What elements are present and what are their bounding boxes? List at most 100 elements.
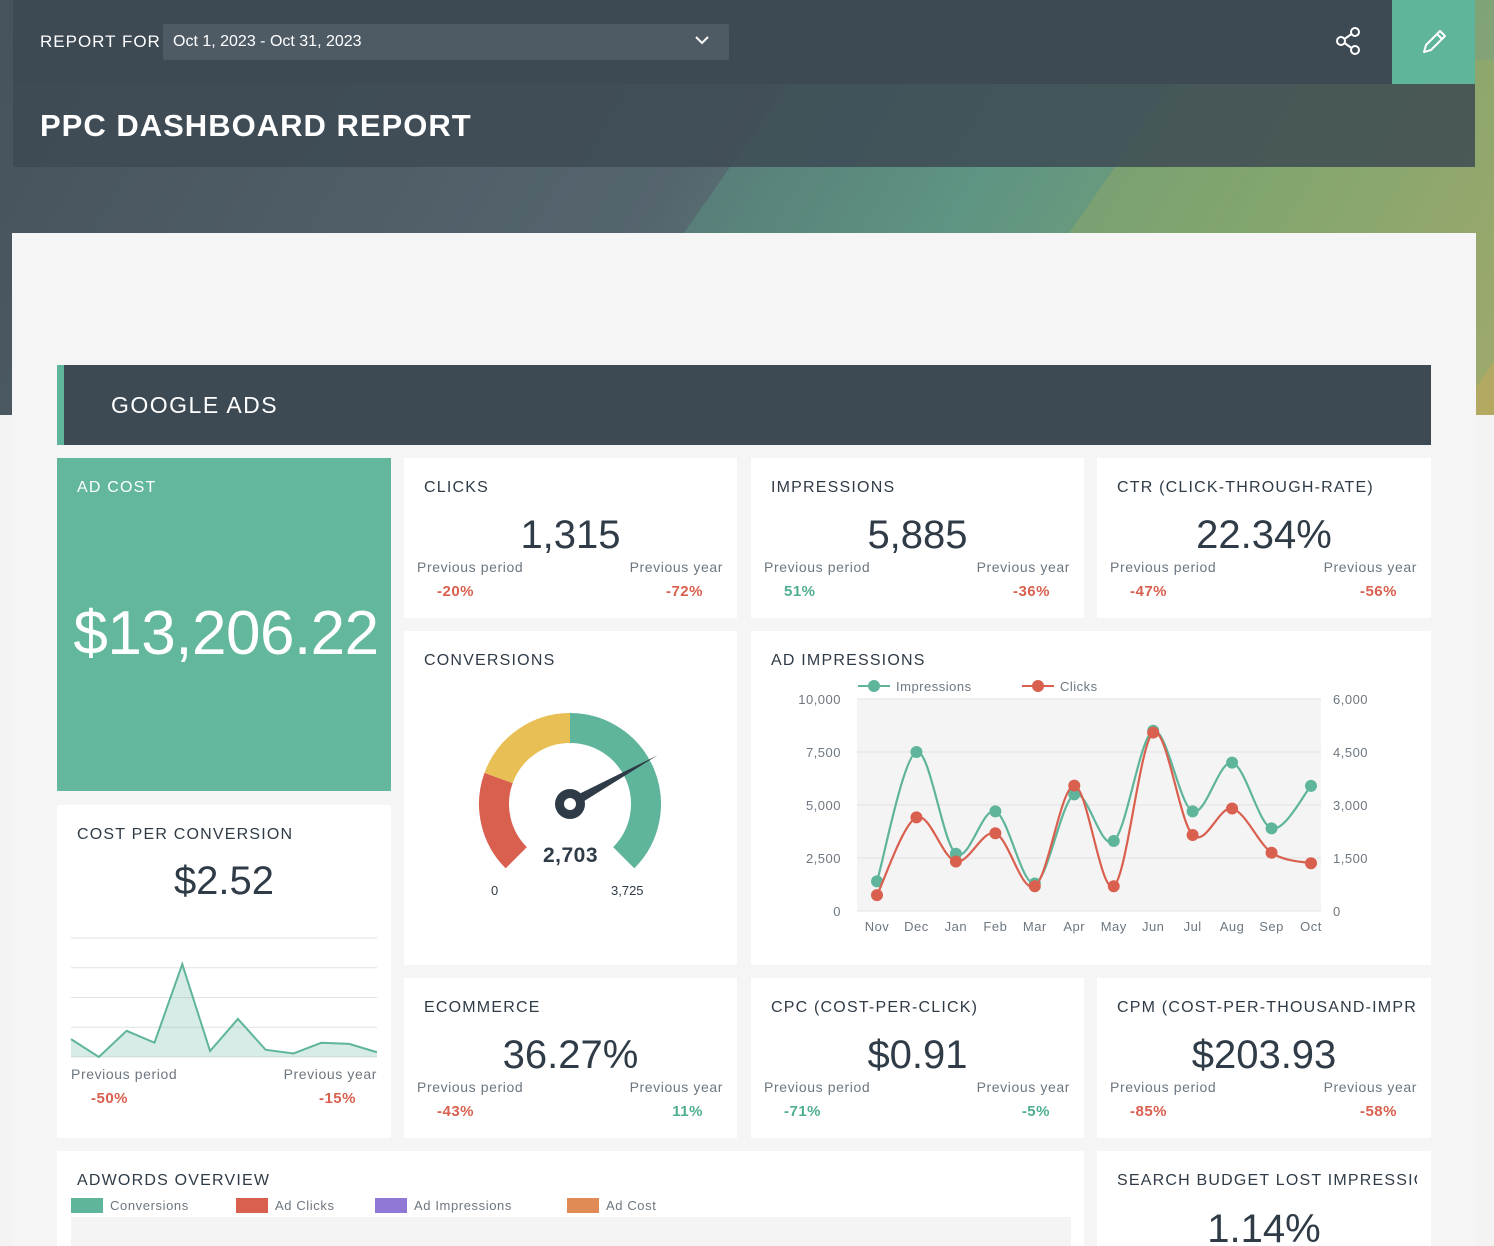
legend-swatch	[375, 1198, 407, 1213]
search-budget-value: 1.14%	[1207, 1207, 1321, 1246]
x-tick-label: Jan	[945, 919, 967, 934]
cpc-value: $0.91	[867, 1033, 968, 1077]
prev-year-value: -15%	[318, 1090, 356, 1107]
y-right-tick-label: 0	[1333, 904, 1341, 919]
data-point[interactable]	[1305, 857, 1317, 870]
cpc-card: CPC (COST-PER-CLICK) $0.91 Previous peri…	[751, 978, 1084, 1138]
cost-per-conversion-card: COST PER CONVERSION $2.52 Previous perio…	[57, 805, 391, 1138]
x-tick-label: Sep	[1259, 919, 1284, 934]
data-point[interactable]	[1028, 880, 1041, 893]
data-point[interactable]	[989, 805, 1002, 818]
share-icon[interactable]	[1333, 26, 1363, 56]
data-point[interactable]	[1147, 726, 1160, 739]
ad-impressions-card: AD IMPRESSIONS 0 2,500 5,000 7,500 10,000 0 1,…	[751, 631, 1431, 965]
clicks-value: 1,315	[520, 513, 621, 557]
gauge-segment-mid	[484, 713, 571, 784]
y-left-tick-label: 0	[833, 904, 841, 919]
y-left-tick-label: 10,000	[798, 692, 841, 707]
ctr-value: 22.34%	[1196, 513, 1332, 557]
section-title: GOOGLE ADS	[111, 392, 279, 418]
data-point[interactable]	[1226, 756, 1239, 769]
data-point[interactable]	[1107, 880, 1120, 893]
search-budget-card: SEARCH BUDGET LOST IMPRESSIO 1.14%	[1097, 1151, 1431, 1246]
ctr-label: CTR (CLICK-THROUGH-RATE)	[1117, 479, 1374, 496]
legend-label[interactable]: Ad Clicks	[275, 1198, 335, 1213]
area-fill	[71, 964, 377, 1057]
legend-label[interactable]: Ad Impressions	[414, 1198, 512, 1213]
legend-label[interactable]: Conversions	[110, 1198, 189, 1213]
prev-period-label: Previous period	[417, 559, 524, 575]
clicks-card: CLICKS 1,315 Previous period Previous ye…	[404, 458, 737, 618]
data-point[interactable]	[1305, 779, 1317, 792]
cpm-value: $203.93	[1191, 1033, 1337, 1077]
prev-year-label: Previous year	[629, 559, 723, 575]
impressions-label: IMPRESSIONS	[771, 479, 896, 496]
x-tick-label: Dec	[904, 919, 929, 934]
edit-button[interactable]	[1392, 0, 1475, 84]
ad-cost-label: AD COST	[77, 479, 157, 496]
top-bar: REPORT FOR Oct 1, 2023 - Oct 31, 2023	[13, 0, 1392, 84]
prev-year-value: -72%	[665, 583, 703, 600]
prev-year-value: -58%	[1359, 1103, 1397, 1120]
data-point[interactable]	[871, 875, 883, 888]
prev-year-value: -36%	[1012, 583, 1050, 600]
data-point[interactable]	[1265, 822, 1278, 835]
data-point[interactable]	[949, 855, 962, 868]
prev-period-label: Previous period	[764, 559, 871, 575]
ctr-card: CTR (CLICK-THROUGH-RATE) 22.34% Previous…	[1097, 458, 1431, 618]
data-point[interactable]	[1068, 788, 1081, 801]
y-right-tick-label: 3,000	[1333, 798, 1368, 813]
adwords-overview-label: ADWORDS OVERVIEW	[77, 1172, 271, 1189]
impressions-value: 5,885	[867, 513, 968, 557]
prev-year-value: -56%	[1359, 583, 1397, 600]
data-point[interactable]	[989, 827, 1002, 840]
x-tick-label: Mar	[1023, 919, 1047, 934]
legend-label[interactable]: Ad Cost	[606, 1198, 657, 1213]
ad-impressions-chart: 0 2,500 5,000 7,500 10,000 0 1,500 3,000 4,500 6,…	[798, 679, 1368, 934]
legend-label[interactable]: Clicks	[1060, 679, 1098, 694]
prev-period-label: Previous period	[764, 1079, 871, 1095]
data-point[interactable]	[910, 746, 923, 758]
area-line	[70, 961, 378, 1059]
prev-period-value: -85%	[1130, 1103, 1168, 1120]
y-left-tick-label: 5,000	[806, 798, 841, 813]
conversions-card: CONVERSIONS 2,703 0 3,725	[404, 631, 737, 965]
gauge-needle	[567, 755, 658, 809]
x-tick-label: May	[1101, 919, 1127, 934]
ad-impressions-label: AD IMPRESSIONS	[771, 652, 926, 669]
prev-period-value: -71%	[784, 1103, 822, 1120]
y-left-tick-label: 2,500	[806, 851, 841, 866]
ad-cost-card: AD COST $13,206.22	[57, 458, 391, 791]
ecommerce-label: ECOMMERCE	[424, 999, 541, 1016]
prev-year-label: Previous year	[1323, 1079, 1417, 1095]
report-title-bar: PPC DASHBOARD REPORT	[13, 84, 1475, 167]
ecommerce-value: 36.27%	[502, 1033, 639, 1077]
y-left-tick-label: 7,500	[806, 745, 841, 760]
gauge-min-label: 0	[491, 883, 499, 898]
data-point[interactable]	[1107, 835, 1120, 848]
data-point[interactable]	[871, 889, 883, 902]
data-point[interactable]	[910, 811, 923, 824]
conversions-value: 2,703	[542, 844, 599, 867]
prev-period-value: -47%	[1130, 583, 1168, 600]
legend-swatch	[567, 1198, 599, 1213]
prev-year-label: Previous year	[629, 1079, 723, 1095]
data-point[interactable]	[1265, 846, 1278, 859]
gauge-hub-center	[564, 798, 576, 810]
prev-period-label: Previous period	[1110, 1079, 1217, 1095]
y-right-tick-label: 1,500	[1333, 851, 1368, 866]
legend-marker	[1032, 680, 1044, 692]
cost-per-conversion-sparkline	[70, 937, 378, 1059]
gauge-segment-high	[569, 713, 661, 869]
prev-year-label: Previous year	[976, 1079, 1070, 1095]
date-range-value: Oct 1, 2023 - Oct 31, 2023	[173, 33, 362, 50]
adwords-overview-card: ADWORDS OVERVIEW Conversions Ad Clicks Ad …	[57, 1151, 1084, 1246]
data-point[interactable]	[1226, 802, 1239, 815]
legend-label[interactable]: Impressions	[896, 679, 972, 694]
data-point[interactable]	[1186, 805, 1199, 818]
date-range-select[interactable]: Oct 1, 2023 - Oct 31, 2023	[163, 24, 729, 60]
plot-area	[71, 1217, 1071, 1246]
data-point[interactable]	[1186, 829, 1199, 842]
prev-period-value: -43%	[437, 1103, 475, 1120]
data-point[interactable]	[1068, 779, 1081, 792]
